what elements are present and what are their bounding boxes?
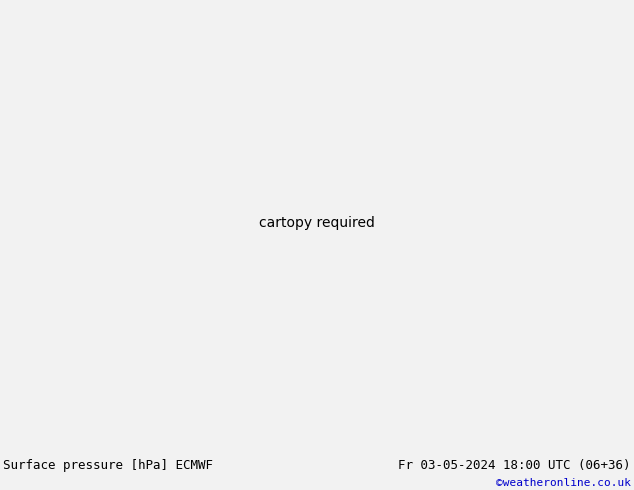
Text: Fr 03-05-2024 18:00 UTC (06+36): Fr 03-05-2024 18:00 UTC (06+36) [398, 459, 631, 472]
Text: cartopy required: cartopy required [259, 217, 375, 230]
Text: ©weatheronline.co.uk: ©weatheronline.co.uk [496, 478, 631, 488]
Text: Surface pressure [hPa] ECMWF: Surface pressure [hPa] ECMWF [3, 459, 213, 472]
